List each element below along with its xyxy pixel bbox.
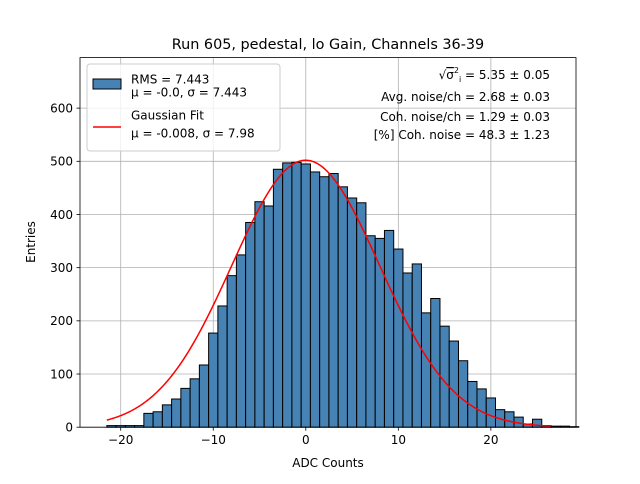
- avg-noise-annotation: Avg. noise/ch = 2.68 ± 0.03: [381, 90, 550, 104]
- histogram-bars: [106, 161, 580, 428]
- legend-rms-label: RMS = 7.443: [131, 73, 209, 87]
- sigma-total-value: = 5.35 ± 0.05: [461, 68, 550, 82]
- x-tick-label: −10: [201, 433, 226, 447]
- histogram-bar: [393, 248, 404, 428]
- y-tick-label: 600: [50, 101, 73, 115]
- legend-fit-label: Gaussian Fit: [131, 109, 204, 123]
- histogram-bar: [198, 364, 210, 428]
- y-tick-label: 0: [65, 421, 73, 435]
- histogram-bar: [365, 235, 376, 428]
- histogram-bar: [208, 332, 219, 428]
- legend-histogram-swatch: [92, 78, 122, 90]
- histogram-bar: [161, 404, 173, 428]
- histogram-bar: [263, 205, 274, 428]
- histogram-bar: [383, 229, 395, 428]
- histogram-bar: [226, 275, 237, 428]
- legend-rms-stats: μ = -0.0, σ = 7.443: [131, 86, 247, 100]
- histogram-bar: [300, 163, 311, 428]
- coh-percent-annotation: [%] Coh. noise = 48.3 ± 1.23: [374, 128, 550, 142]
- histogram-bar: [485, 397, 496, 428]
- histogram-bar: [189, 378, 200, 428]
- histogram-bar: [143, 412, 154, 428]
- legend-box: [86, 63, 281, 152]
- histogram-bar: [152, 411, 163, 428]
- histogram-bar: [476, 388, 487, 428]
- histogram-bar: [319, 176, 330, 428]
- histogram-bar: [448, 340, 459, 428]
- x-axis-label: ADC Counts: [292, 456, 364, 470]
- histogram-bar: [291, 161, 302, 428]
- histogram-bar: [457, 360, 469, 428]
- chart-title: Run 605, pedestal, lo Gain, Channels 36-…: [172, 37, 484, 53]
- histogram-bar: [356, 202, 367, 428]
- histogram-bar: [420, 312, 432, 428]
- gaussian-fit-curve: [106, 159, 552, 427]
- histogram-bar: [328, 173, 339, 428]
- y-tick-label: 400: [50, 208, 73, 222]
- histogram-bar: [245, 221, 256, 428]
- histogram-bar: [402, 272, 413, 428]
- histogram-bar: [180, 387, 191, 428]
- x-tick-label: 20: [483, 433, 498, 447]
- histogram-bar: [272, 168, 284, 428]
- x-axis-ticks: −20 −10 0 10 20: [108, 427, 499, 447]
- legend-fit-stats: μ = -0.008, σ = 7.98: [131, 127, 255, 141]
- y-tick-label: 200: [50, 314, 73, 328]
- histogram-bar: [309, 171, 321, 428]
- sigma-total-annotation: √σ2i = 5.35 ± 0.05: [439, 66, 550, 84]
- histogram-bar: [504, 411, 515, 428]
- histogram-bar: [171, 398, 182, 428]
- x-tick-label: 0: [302, 433, 310, 447]
- y-axis-label: Entries: [24, 221, 38, 263]
- histogram-bar: [282, 162, 293, 428]
- x-tick-label: 10: [391, 433, 406, 447]
- histogram-bar: [254, 201, 265, 428]
- y-tick-label: 300: [50, 261, 73, 275]
- y-tick-label: 500: [50, 155, 73, 169]
- histogram-bar: [430, 298, 441, 428]
- histogram-bar: [346, 197, 358, 428]
- y-tick-label: 100: [50, 367, 73, 381]
- histogram-bar: [217, 305, 228, 428]
- y-axis-ticks: 0 100 200 300 400 500 600: [50, 101, 80, 435]
- x-tick-label: −20: [108, 433, 133, 447]
- histogram-bar: [235, 254, 247, 428]
- histogram-bar: [337, 186, 348, 428]
- plot-frame: [79, 57, 577, 428]
- coh-noise-annotation: Coh. noise/ch = 1.29 ± 0.03: [380, 110, 550, 124]
- legend: RMS = 7.443 μ = -0.0, σ = 7.443 Gaussian…: [86, 63, 281, 152]
- noise-annotations: √σ2i = 5.35 ± 0.05 Avg. noise/ch = 2.68 …: [374, 66, 550, 142]
